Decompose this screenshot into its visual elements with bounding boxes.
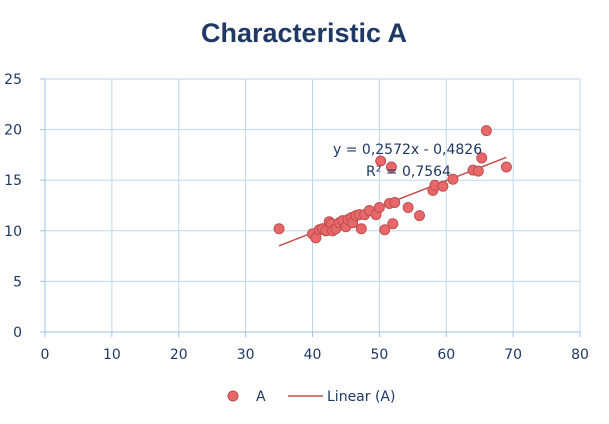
data-point <box>387 218 399 230</box>
data-point <box>379 224 391 236</box>
data-point <box>375 155 387 167</box>
x-tick-label-60: 60 <box>437 347 455 363</box>
data-point <box>402 202 414 214</box>
data-points <box>273 125 512 244</box>
axes <box>40 78 581 337</box>
y-tick-labels: 0 5 10 15 20 25 <box>4 72 22 341</box>
legend-marker-a <box>227 390 239 402</box>
legend-label-linear: Linear (A) <box>327 389 395 405</box>
y-tick-label-20: 20 <box>4 123 22 139</box>
data-point <box>476 152 488 164</box>
x-tick-label-40: 40 <box>304 347 322 363</box>
y-tick-label-5: 5 <box>13 274 22 290</box>
x-tick-label-30: 30 <box>237 347 255 363</box>
data-point <box>414 210 425 222</box>
y-tick-label-15: 15 <box>4 173 22 189</box>
legend: A Linear (A) <box>227 389 395 405</box>
trendline-r-squared: R² = 0,7564 <box>366 164 451 180</box>
chart-title: Characteristic A <box>201 18 407 48</box>
data-point <box>472 165 484 177</box>
data-point <box>273 223 285 235</box>
x-tick-label-70: 70 <box>504 347 522 363</box>
trendline-equation: y = 0,2572x - 0,4826 <box>333 142 482 158</box>
grid-lines <box>45 78 581 332</box>
x-tick-label-80: 80 <box>571 347 589 363</box>
data-point <box>500 161 512 173</box>
legend-label-a: A <box>256 389 266 405</box>
data-point <box>447 173 459 185</box>
y-tick-label-0: 0 <box>13 325 22 341</box>
y-tick-label-25: 25 <box>4 72 22 88</box>
data-point <box>480 125 492 137</box>
x-tick-label-50: 50 <box>370 347 388 363</box>
y-tick-label-10: 10 <box>4 224 22 240</box>
data-point <box>389 196 401 208</box>
data-point <box>373 202 385 214</box>
x-tick-label-0: 0 <box>41 347 50 363</box>
x-tick-label-20: 20 <box>170 347 188 363</box>
data-point <box>437 180 449 192</box>
x-tick-labels: 0 10 20 30 40 50 60 70 80 <box>41 347 589 363</box>
data-point <box>385 161 397 173</box>
x-tick-label-10: 10 <box>103 347 121 363</box>
data-point <box>355 223 367 235</box>
